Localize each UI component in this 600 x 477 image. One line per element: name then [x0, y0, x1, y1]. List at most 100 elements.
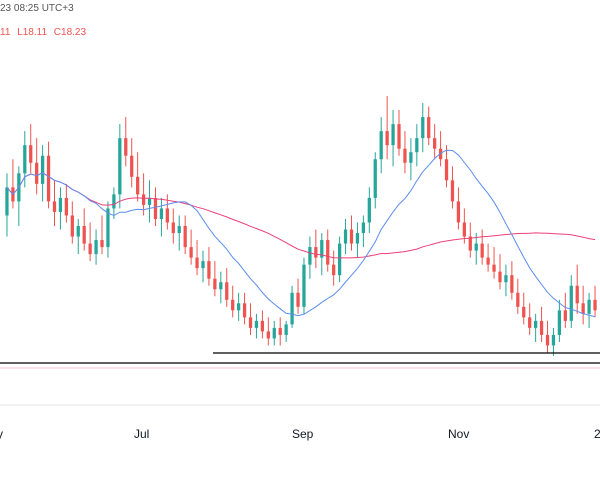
candle-down: [171, 222, 175, 234]
candle-down: [195, 257, 199, 269]
candle-up: [367, 197, 371, 223]
ohlc-readout: 11 L18.11 C18.23: [0, 27, 90, 38]
candle-up: [236, 303, 241, 311]
candle-down: [52, 201, 57, 212]
candle-up: [361, 222, 366, 234]
candle-up: [308, 247, 312, 265]
candle-up: [201, 261, 205, 269]
candle-down: [575, 285, 579, 304]
fast-moving-average-line: [6, 149, 596, 318]
candle-down: [462, 222, 466, 237]
candle-down: [427, 117, 431, 139]
candle-down: [332, 264, 336, 276]
candle-up: [557, 310, 562, 335]
candle-up: [355, 233, 360, 244]
candle-up: [94, 240, 98, 255]
candle-down: [522, 306, 526, 318]
candle-down: [278, 327, 282, 335]
candle-down: [545, 334, 550, 346]
candle-up: [272, 327, 276, 339]
candle-down: [260, 320, 265, 332]
x-tick-label: y: [0, 427, 3, 441]
candle-down: [403, 148, 407, 163]
candle-up: [337, 243, 342, 276]
candle-down: [326, 240, 330, 265]
candle-up: [533, 320, 538, 328]
candle-down: [141, 194, 146, 205]
candle-down: [492, 264, 496, 272]
candle-up: [159, 208, 164, 219]
x-tick-label: Nov: [448, 427, 469, 441]
candle-down: [82, 226, 86, 244]
candle-down: [70, 215, 74, 237]
candle-up: [409, 152, 413, 163]
candle-down: [480, 243, 484, 258]
candle-up: [118, 138, 122, 195]
candle-down: [266, 331, 270, 339]
candle-up: [415, 138, 419, 153]
candle-down: [29, 145, 33, 163]
candle-up: [284, 324, 288, 335]
candle-down: [213, 278, 217, 290]
candle-up: [112, 194, 116, 209]
candle-up: [219, 282, 223, 290]
candle-down: [100, 240, 104, 248]
candle-down: [248, 317, 253, 328]
candle-up: [391, 124, 395, 146]
candle-down: [498, 271, 502, 283]
candle-down: [136, 176, 140, 195]
candle-up: [551, 334, 556, 346]
candle-down: [189, 247, 193, 258]
candle-up: [474, 243, 478, 251]
candle-up: [76, 226, 80, 237]
candle-down: [444, 159, 449, 181]
candle-down: [242, 303, 247, 318]
x-axis-ticks: y Jul Sep Nov 2: [0, 427, 600, 441]
candle-down: [456, 201, 461, 223]
candle-down: [516, 292, 520, 307]
candle-down: [593, 299, 597, 311]
candle-down: [450, 180, 455, 202]
candle-down: [225, 282, 229, 300]
slow-moving-average-line: [6, 172, 596, 259]
candle-up: [106, 208, 110, 248]
candles-layer: [5, 96, 597, 356]
candle-up: [343, 229, 348, 244]
candle-down: [510, 275, 514, 293]
candle-down: [539, 320, 544, 335]
candle-down: [314, 247, 318, 258]
candle-up: [421, 117, 425, 139]
candle-down: [563, 310, 567, 321]
candle-down: [207, 261, 211, 279]
chart-header: 23 08:25 UTC+3: [0, 3, 74, 14]
candle-up: [379, 131, 383, 160]
candle-down: [486, 257, 490, 265]
ohlc-close: C18.23: [53, 27, 87, 38]
candle-down: [183, 226, 187, 248]
x-tick-label: Jul: [134, 427, 149, 441]
candle-up: [40, 155, 45, 184]
candle-down: [438, 148, 443, 160]
candle-down: [581, 303, 585, 314]
candle-down: [349, 229, 354, 244]
ohlc-low: L18.11: [17, 27, 48, 38]
candle-up: [177, 226, 181, 234]
candle-up: [23, 145, 27, 174]
candle-down: [385, 131, 389, 146]
candle-down: [397, 124, 401, 149]
candle-down: [46, 155, 51, 202]
candle-down: [528, 317, 532, 328]
candle-down: [433, 138, 437, 149]
candle-up: [373, 159, 377, 198]
x-tick-label: Sep: [292, 427, 314, 441]
header-datetime: 23 08:25 UTC+3: [0, 3, 74, 14]
candle-up: [504, 275, 508, 283]
ohlc-high-fragment: 11: [0, 27, 11, 38]
candle-down: [88, 243, 92, 255]
candle-down: [64, 197, 69, 216]
candle-up: [587, 299, 591, 314]
candle-up: [5, 187, 9, 216]
candle-down: [35, 162, 39, 184]
candle-down: [231, 299, 235, 311]
